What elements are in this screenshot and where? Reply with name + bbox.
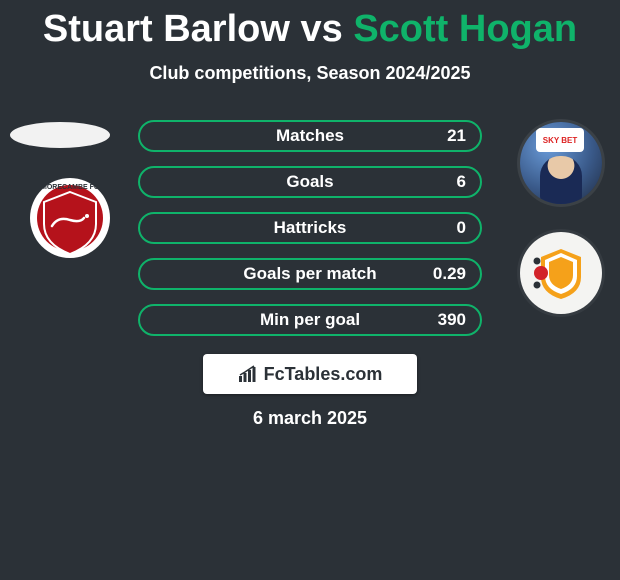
league-badge: SKY BET bbox=[536, 128, 584, 152]
player1-name: Stuart Barlow bbox=[43, 8, 290, 50]
subtitle: Club competitions, Season 2024/2025 bbox=[0, 63, 620, 84]
stat-row: Min per goal 390 bbox=[138, 304, 482, 336]
stat-value: 0.29 bbox=[433, 260, 466, 288]
right-club-crest bbox=[520, 232, 602, 314]
stat-value: 390 bbox=[438, 306, 466, 334]
vs-text: vs bbox=[300, 8, 342, 50]
stat-row: Goals per match 0.29 bbox=[138, 258, 482, 290]
stat-value: 0 bbox=[457, 214, 466, 242]
left-oval-placeholder bbox=[10, 122, 110, 148]
player2-name: Scott Hogan bbox=[353, 8, 577, 50]
source-text: FcTables.com bbox=[264, 364, 383, 385]
stat-label: Min per goal bbox=[140, 306, 480, 334]
stats-table: Matches 21 Goals 6 Hattricks 0 Goals per… bbox=[138, 120, 482, 350]
left-club-crest: MORECAMBE FC bbox=[20, 178, 120, 264]
stat-value: 21 bbox=[447, 122, 466, 150]
bar-chart-icon bbox=[238, 365, 258, 383]
stat-row: Matches 21 bbox=[138, 120, 482, 152]
source-badge: FcTables.com bbox=[203, 354, 417, 394]
stat-label: Hattricks bbox=[140, 214, 480, 242]
player-photo: SKY BET bbox=[520, 122, 602, 204]
page-title: Stuart Barlow vs Scott Hogan bbox=[0, 0, 620, 51]
crest-text: MORECAMBE FC bbox=[41, 184, 99, 191]
stat-label: Goals per match bbox=[140, 260, 480, 288]
stat-label: Matches bbox=[140, 122, 480, 150]
stat-row: Goals 6 bbox=[138, 166, 482, 198]
date-text: 6 march 2025 bbox=[0, 408, 620, 429]
stat-value: 6 bbox=[457, 168, 466, 196]
stat-label: Goals bbox=[140, 168, 480, 196]
stat-row: Hattricks 0 bbox=[138, 212, 482, 244]
